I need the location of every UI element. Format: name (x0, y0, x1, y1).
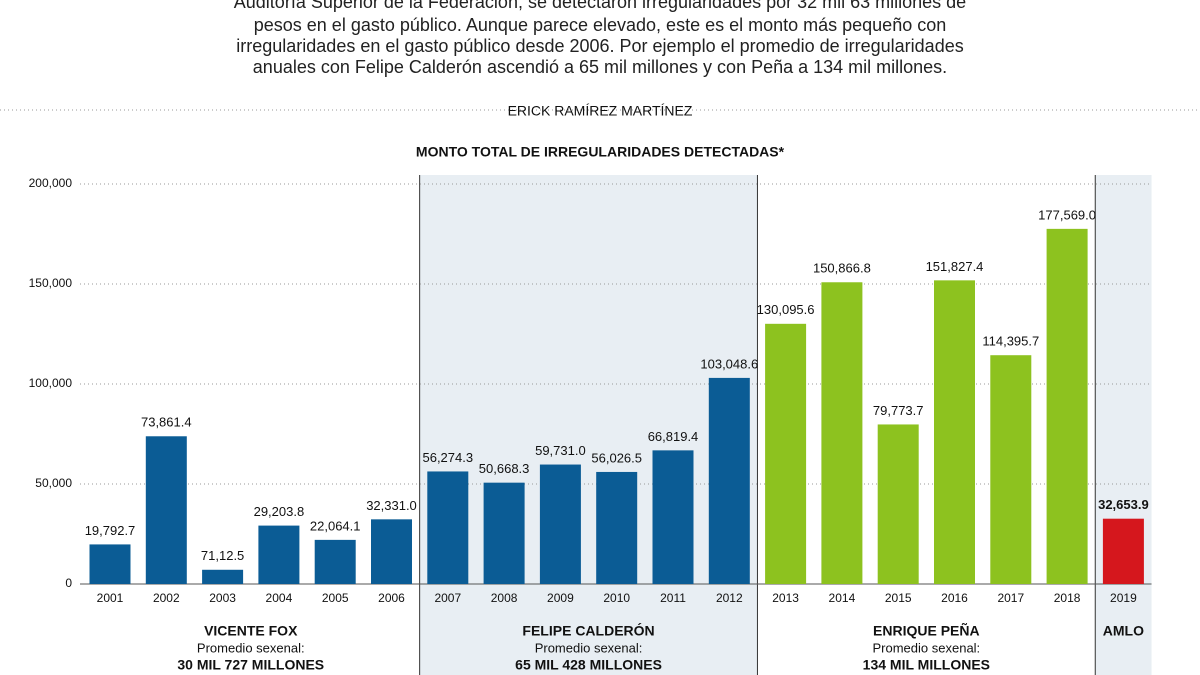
value-label: 73,861.4 (141, 415, 192, 430)
value-label: 32,331.0 (366, 498, 417, 513)
x-tick-label: 2007 (434, 591, 461, 605)
bar (145, 436, 187, 584)
section-average: 65 MIL 428 MILLONES (515, 657, 662, 673)
y-tick-label: 100,000 (29, 376, 73, 390)
section-average: 134 MIL MILLONES (863, 657, 990, 673)
chart-title: MONTO TOTAL DE IRREGULARIDADES DETECTADA… (416, 144, 785, 160)
bar (89, 544, 131, 584)
value-label: 19,792.7 (85, 523, 136, 538)
x-tick-label: 2016 (941, 591, 968, 605)
intro-line: irregularidades en el gasto público desd… (236, 36, 963, 56)
x-tick-label: 2011 (660, 591, 686, 605)
backgrounds (81, 175, 1152, 675)
x-tick-label: 2004 (266, 591, 293, 605)
bar (314, 539, 356, 584)
x-tick-label: 2009 (547, 591, 574, 605)
value-label: 130,095.6 (757, 302, 815, 317)
value-label: 59,731.0 (535, 443, 586, 458)
bar (596, 471, 638, 584)
section-background (1095, 175, 1152, 675)
section-background (757, 175, 1096, 675)
value-label: 56,274.3 (422, 450, 473, 465)
x-tick-label: 2001 (97, 591, 124, 605)
value-label: 22,064.1 (310, 518, 361, 533)
x-tick-label: 2018 (1054, 591, 1081, 605)
section-note: Promedio sexenal: (197, 640, 305, 655)
bar (258, 525, 300, 584)
section-name: AMLO (1103, 623, 1144, 639)
x-tick-label: 2019 (1110, 591, 1137, 605)
value-label: 114,395.7 (982, 334, 1039, 349)
section-name: FELIPE CALDERÓN (522, 622, 654, 639)
value-label: 50,668.3 (479, 461, 530, 476)
bar (821, 282, 863, 584)
value-label: 66,819.4 (648, 429, 699, 444)
bar (371, 519, 412, 584)
x-tick-label: 2002 (153, 591, 180, 605)
section-average: 30 MIL 727 MILLONES (177, 657, 324, 673)
bar (1046, 228, 1088, 584)
bar (539, 464, 581, 584)
y-tick-label: 200,000 (29, 176, 73, 190)
section-background (419, 175, 758, 675)
section-name: VICENTE FOX (204, 623, 298, 639)
value-label: 29,203.8 (254, 504, 305, 519)
author: ERICK RAMÍREZ MARTÍNEZ (508, 103, 693, 119)
section-note: Promedio sexenal: (873, 640, 981, 655)
intro-line: anuales con Felipe Calderón ascendió a 6… (253, 57, 947, 77)
x-tick-label: 2005 (322, 591, 349, 605)
intro-line: pesos en el gasto público. Aunque parece… (254, 15, 946, 35)
value-label: 56,026.5 (591, 450, 642, 465)
x-tick-label: 2015 (885, 591, 912, 605)
value-label: 177,569.0 (1038, 207, 1096, 222)
x-tick-label: 2008 (491, 591, 518, 605)
bar (708, 377, 750, 584)
value-label: 151,827.4 (926, 259, 984, 274)
bar (877, 424, 919, 584)
x-tick-label: 2003 (209, 591, 236, 605)
bar (765, 323, 807, 584)
bar (483, 482, 525, 584)
section-note: Promedio sexenal: (535, 640, 643, 655)
x-tick-label: 2012 (716, 591, 743, 605)
value-label: 32,653.9 (1098, 497, 1149, 512)
bar (427, 471, 469, 584)
bar (202, 569, 244, 584)
x-tick-label: 2014 (829, 591, 856, 605)
value-label: 79,773.7 (873, 403, 924, 418)
bar (934, 280, 975, 584)
bar (652, 450, 694, 584)
x-tick-label: 2006 (378, 591, 405, 605)
value-label: 103,048.6 (700, 356, 758, 371)
x-tick-label: 2010 (603, 591, 630, 605)
y-tick-label: 150,000 (29, 276, 73, 290)
bar (990, 355, 1032, 584)
bar (1102, 518, 1144, 584)
value-label: 150,866.8 (813, 261, 871, 276)
section-name: ENRIQUE PEÑA (873, 622, 980, 639)
section-background (81, 175, 420, 675)
value-label: 71,12.5 (201, 548, 244, 563)
y-tick-label: 50,000 (35, 476, 72, 490)
y-tick-label: 0 (65, 576, 72, 590)
x-tick-label: 2017 (997, 591, 1024, 605)
intro-line: Auditoría Superior de la Federación, se … (234, 0, 966, 12)
x-tick-label: 2013 (772, 591, 799, 605)
